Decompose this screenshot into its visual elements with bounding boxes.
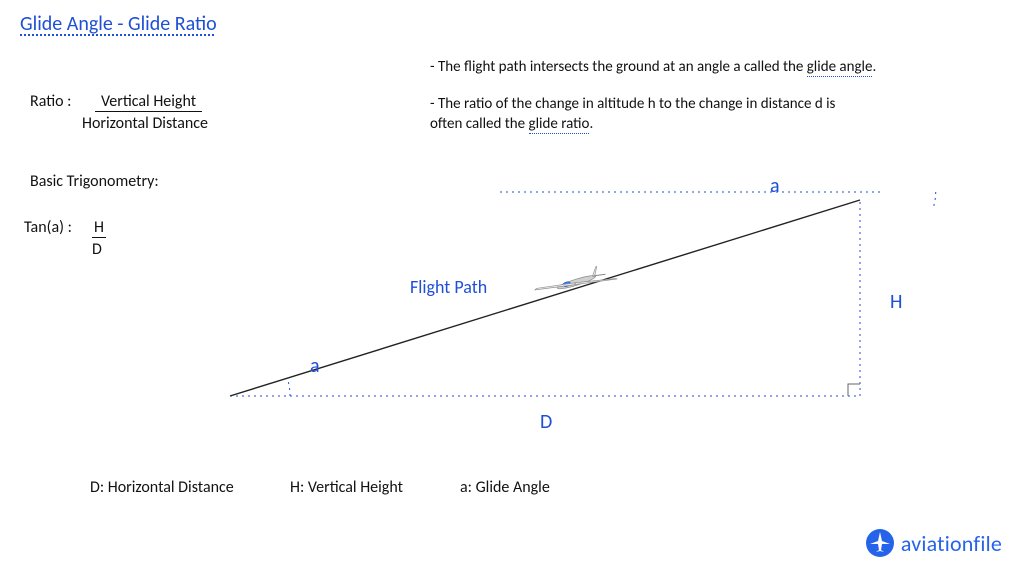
legend-a: a: Glide Angle — [460, 478, 550, 497]
brand: aviationfile — [865, 528, 1002, 558]
label-H: H — [890, 290, 902, 314]
diagram-arc-left — [287, 378, 290, 396]
angle-a-left: a — [310, 354, 320, 378]
plane-circle-icon — [865, 528, 895, 558]
diagram-arc-top — [933, 192, 935, 207]
diagram-hypotenuse — [230, 200, 860, 396]
flight-path-label: Flight Path — [410, 276, 487, 298]
brand-text: aviationfile — [901, 530, 1002, 557]
angle-a-top: a — [770, 174, 780, 198]
legend-H: H: Vertical Height — [290, 478, 403, 497]
label-D: D — [540, 410, 552, 434]
right-angle-marker — [848, 384, 860, 396]
legend-D: D: Horizontal Distance — [90, 478, 234, 497]
